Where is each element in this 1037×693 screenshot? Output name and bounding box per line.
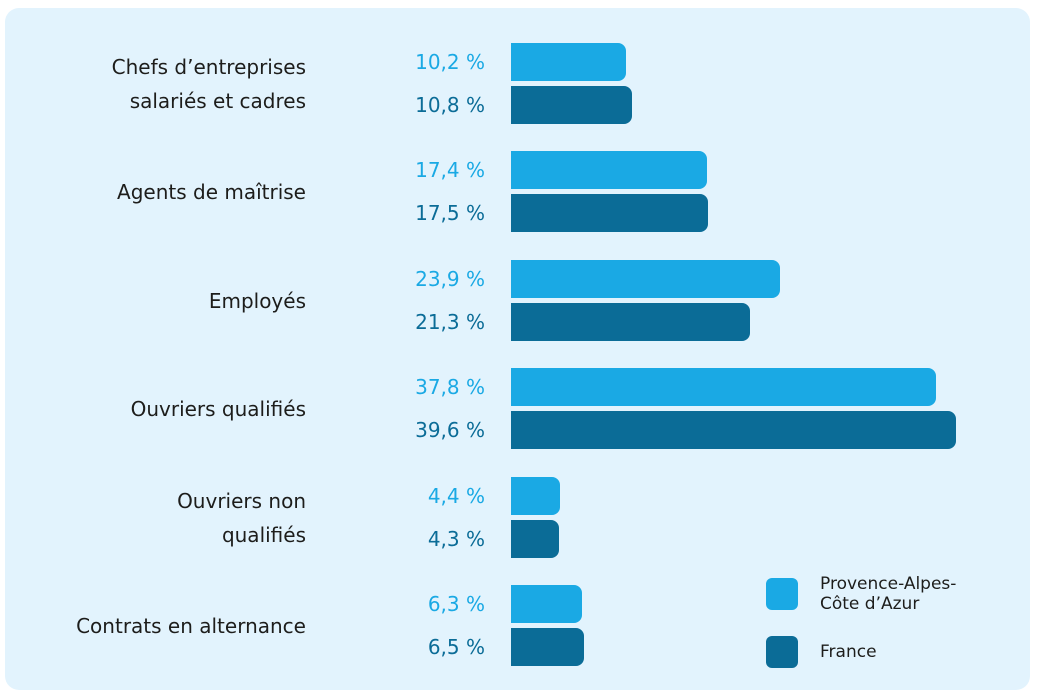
bar	[511, 411, 957, 450]
bar	[511, 628, 585, 666]
value-label: 39,6 %	[415, 418, 485, 443]
value-label: 21,3 %	[415, 309, 485, 334]
value-label: 23,9 %	[415, 266, 485, 291]
bar	[511, 519, 560, 558]
bar	[511, 259, 780, 298]
bar	[511, 368, 936, 407]
value-label: 37,8 %	[415, 375, 485, 400]
value-label: 10,2 %	[415, 50, 485, 74]
value-label: 4,4 %	[427, 483, 485, 508]
category-label: Ouvriers qualifiés	[130, 397, 306, 422]
legend-label: France	[820, 642, 877, 662]
bar	[511, 194, 708, 233]
value-label: 10,8 %	[415, 93, 485, 117]
category-label: Ouvriers non qualifiés	[177, 488, 306, 547]
category-label: Chefs d’entreprises salariés et cadres	[111, 55, 306, 113]
bar	[511, 302, 751, 341]
bar	[511, 151, 707, 190]
value-label: 6,5 %	[427, 635, 485, 659]
bar	[511, 476, 561, 515]
bar	[511, 86, 633, 124]
bar	[511, 585, 582, 623]
legend-label: Provence-Alpes- Côte d’Azur	[820, 574, 957, 614]
category-label: Agents de maîtrise	[117, 180, 306, 205]
legend-swatch	[766, 636, 798, 668]
value-label: 17,5 %	[415, 201, 485, 226]
value-label: 17,4 %	[415, 158, 485, 183]
bar	[511, 43, 626, 81]
value-label: 6,3 %	[427, 592, 485, 616]
chart: Chefs d’entreprises salariés et cadres 10…	[5, 8, 1030, 690]
category-label: Contrats en alternance	[76, 614, 306, 638]
legend-swatch	[766, 578, 798, 610]
category-label: Employés	[208, 288, 306, 313]
value-label: 4,3 %	[427, 526, 485, 551]
